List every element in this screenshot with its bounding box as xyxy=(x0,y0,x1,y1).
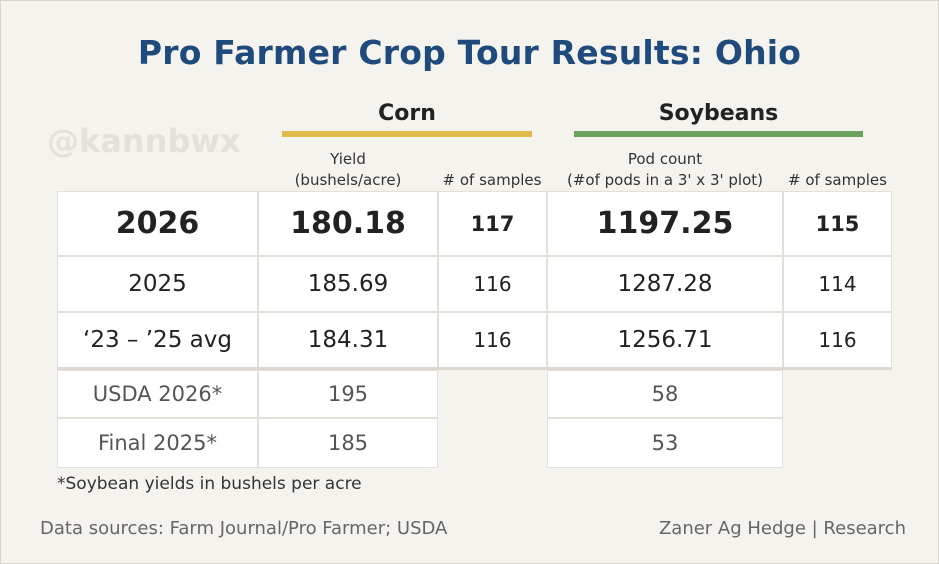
table-cell-soy-samples-row1: 115 xyxy=(783,191,892,256)
table-cell-soy-samples-row2: 114 xyxy=(783,256,892,312)
table-cell-corn-yield-extra1: 195 xyxy=(258,370,438,418)
table-cell-soy-pods-row3: 1256.71 xyxy=(547,312,783,368)
table-cell-soy-yield-extra2: 53 xyxy=(547,418,783,468)
table-cell-corn-yield-extra2: 185 xyxy=(258,418,438,468)
table-cell-label-row3: ‘23 – ’25 avg xyxy=(57,312,258,368)
table-cell-corn-samples-row3: 116 xyxy=(438,312,547,368)
table-cell-soy-yield-extra1: 58 xyxy=(547,370,783,418)
footnote: *Soybean yields in bushels per acre xyxy=(57,474,362,494)
soy-samples-header: # of samples xyxy=(788,171,887,189)
table-cell-corn-samples-row1: 117 xyxy=(438,191,547,256)
corn-yield-header: Yield (bushels/acre) xyxy=(294,150,402,189)
soy-pods-header: Pod count (#of pods in a 3' x 3' plot) xyxy=(567,150,763,189)
table-cell-soy-samples-row3: 116 xyxy=(783,312,892,368)
corn-group-bar xyxy=(282,131,532,137)
corn-samples-header: # of samples xyxy=(442,171,542,189)
table-cell-label-extra1: USDA 2026* xyxy=(57,370,258,418)
chart-title: Pro Farmer Crop Tour Results: Ohio xyxy=(137,33,802,72)
attribution: Zaner Ag Hedge | Research xyxy=(658,518,906,539)
watermark: @kannbwx xyxy=(47,122,241,160)
table-separator xyxy=(57,367,892,370)
corn-group-label: Corn xyxy=(378,101,436,126)
soybeans-group-bar xyxy=(574,131,863,137)
soybeans-group-label: Soybeans xyxy=(658,101,779,126)
table-cell-corn-yield-row2: 185.69 xyxy=(258,256,438,312)
table-cell-corn-yield-row1: 180.18 xyxy=(258,191,438,256)
table-cell-label-row1: 2026 xyxy=(57,191,258,256)
data-sources: Data sources: Farm Journal/Pro Farmer; U… xyxy=(40,518,448,539)
table-cell-corn-yield-row3: 184.31 xyxy=(258,312,438,368)
table-cell-soy-pods-row2: 1287.28 xyxy=(547,256,783,312)
table-cell-soy-pods-row1: 1197.25 xyxy=(547,191,783,256)
table-cell-label-extra2: Final 2025* xyxy=(57,418,258,468)
table-cell-label-row2: 2025 xyxy=(57,256,258,312)
table-cell-corn-samples-row2: 116 xyxy=(438,256,547,312)
